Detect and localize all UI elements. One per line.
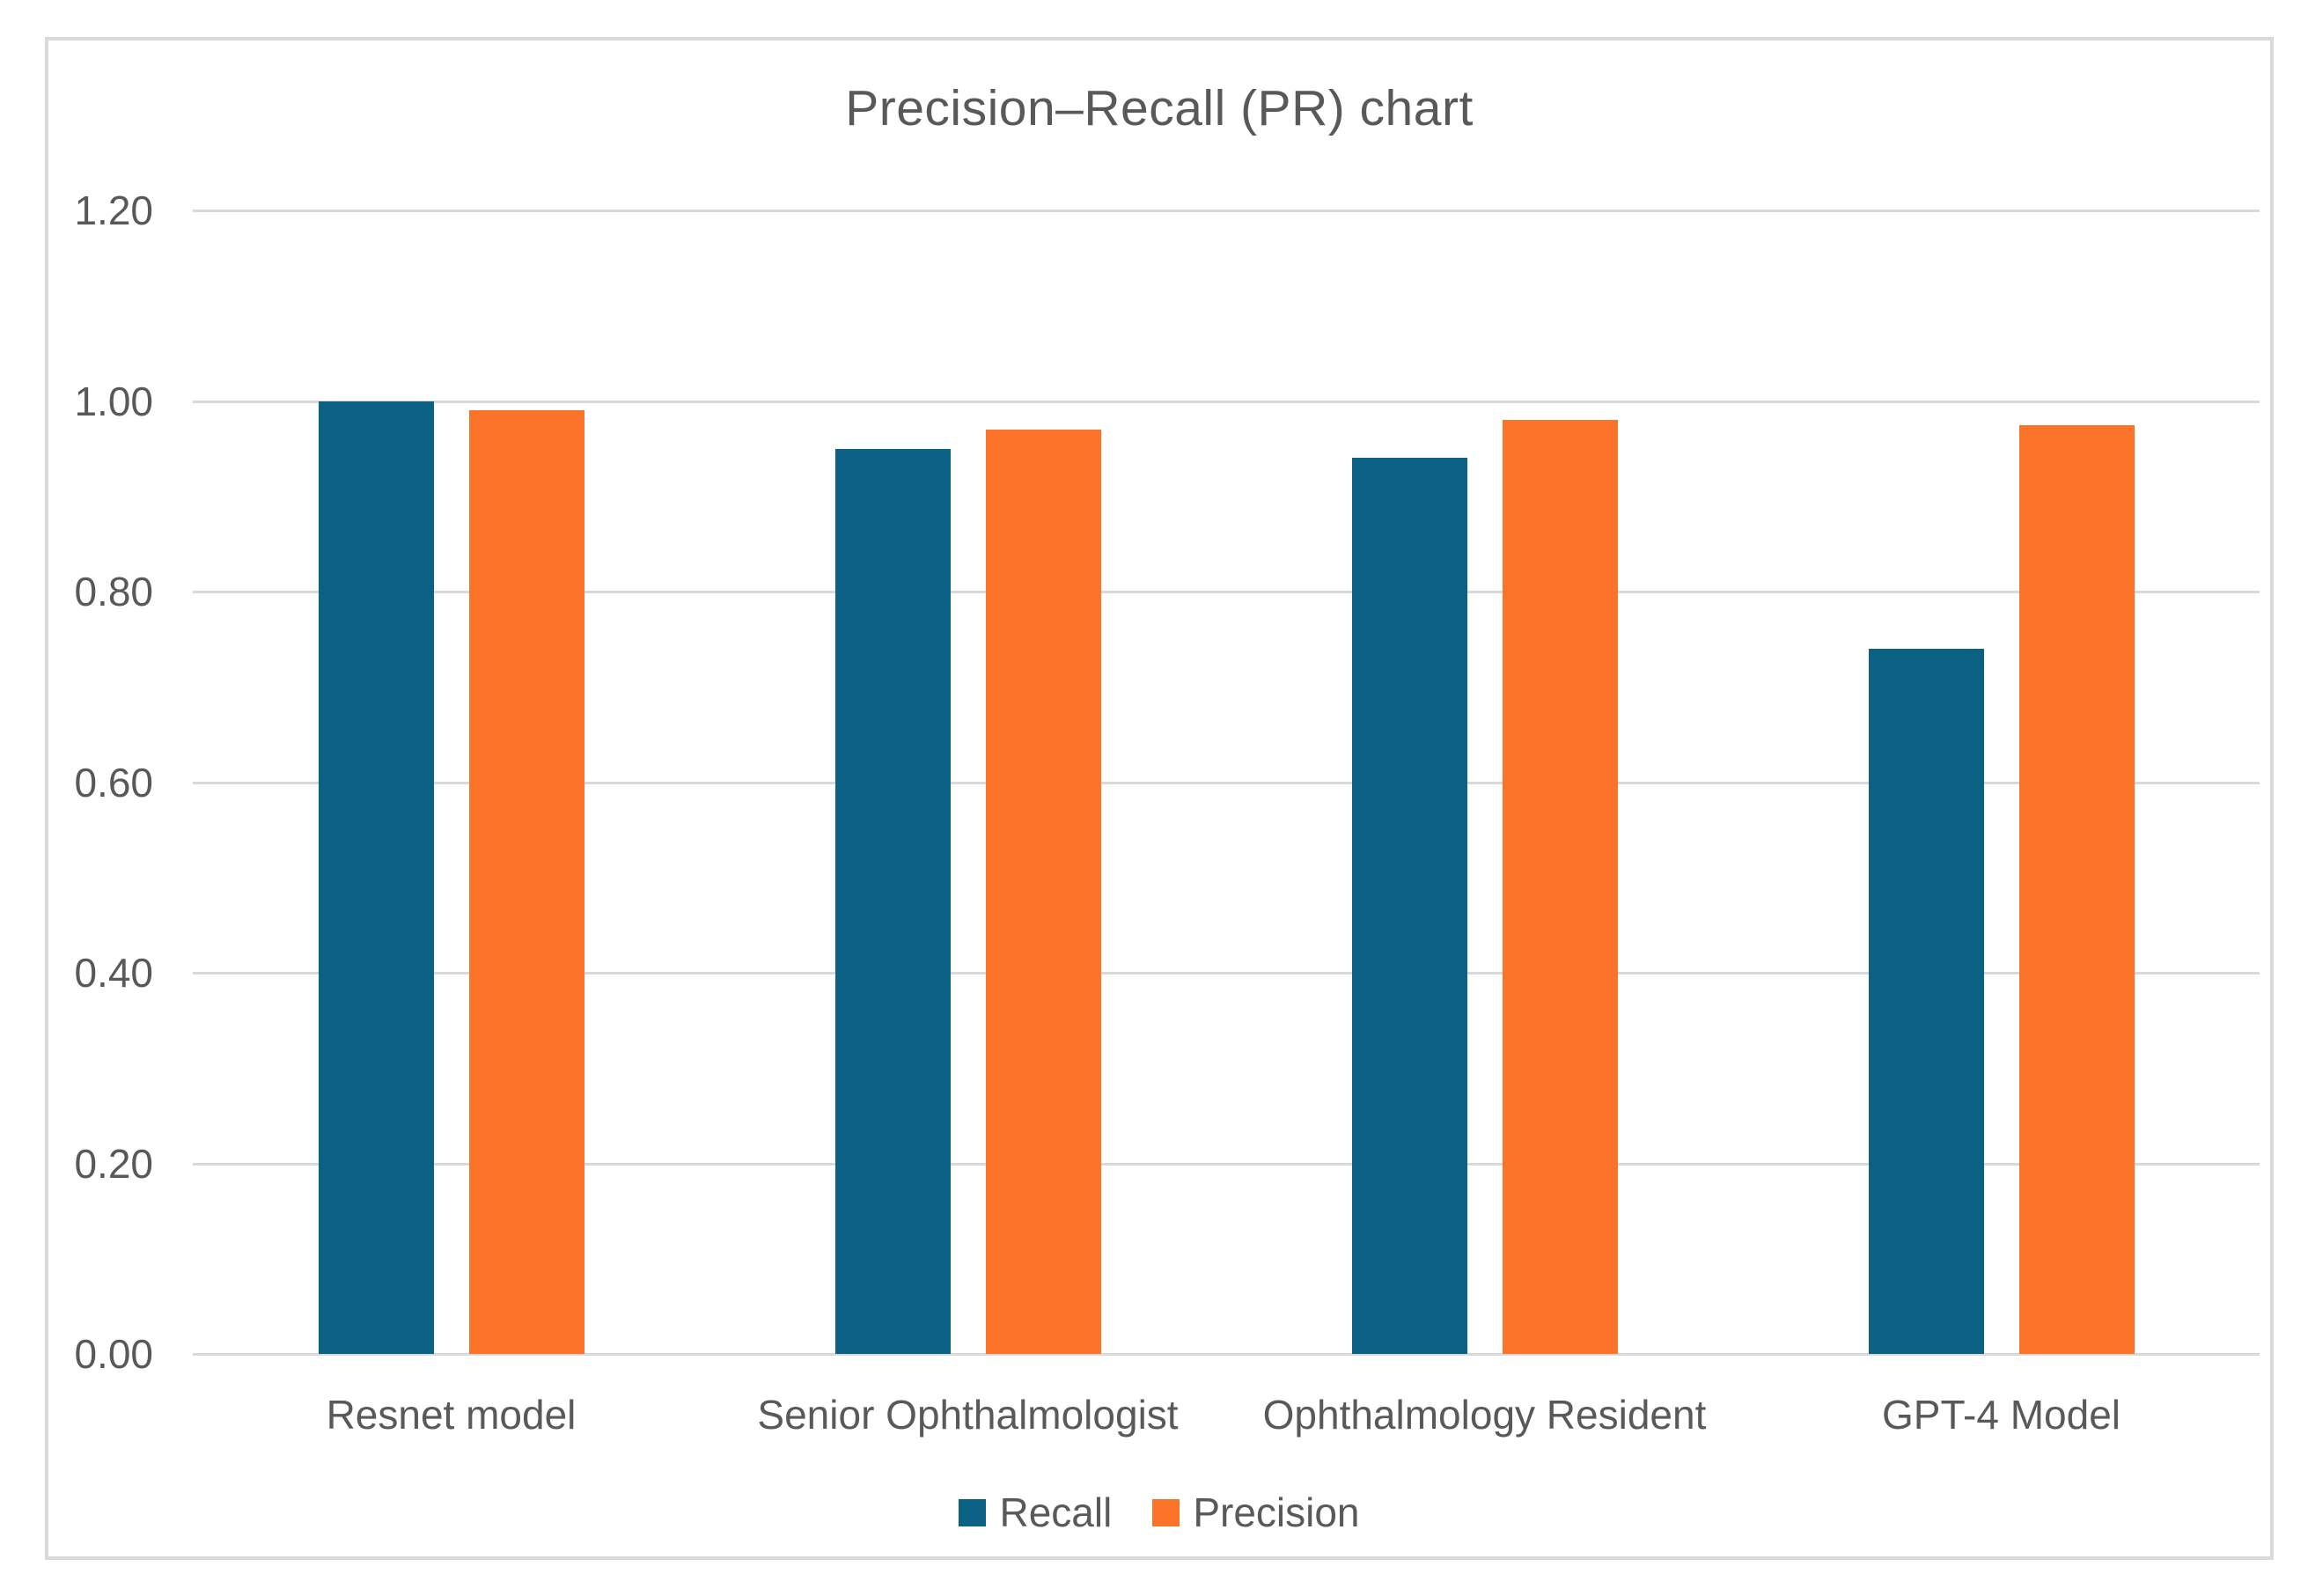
legend-swatch-recall — [959, 1498, 987, 1526]
bar-recall — [834, 448, 951, 1354]
chart-title: Precision–Recall (PR) chart — [845, 80, 1474, 136]
gridline — [193, 210, 2260, 212]
bar-group-resnet-model — [193, 210, 709, 1354]
legend: Recall Precision — [48, 1489, 2270, 1536]
legend-item-precision: Precision — [1152, 1489, 1360, 1536]
gridline — [193, 781, 2260, 784]
legend-swatch-precision — [1152, 1498, 1180, 1526]
y-tick-label: 0.40 — [74, 950, 153, 996]
y-tick-label: 0.80 — [74, 569, 153, 614]
chart-container: Precision–Recall (PR) chart 0.00 0.20 0.40… — [45, 37, 2274, 1560]
bar-group-senior-ophthalmologist — [709, 210, 1226, 1354]
bar-precision — [1502, 420, 1618, 1354]
x-axis-labels: Resnet model Senior Ophthalmologist Ophtha… — [193, 1391, 2260, 1438]
category-label: Ophthalmology Resident — [1262, 1392, 1707, 1438]
y-tick-label: 0.00 — [74, 1331, 153, 1377]
bar-precision — [468, 410, 584, 1354]
bars-layer — [193, 210, 2260, 1354]
legend-item-recall: Recall — [959, 1489, 1112, 1536]
gridline — [193, 972, 2260, 975]
category-label: Resnet model — [326, 1392, 577, 1438]
plot-area: 0.00 0.20 0.40 0.60 0.80 1.00 1.20 Resnet mode… — [74, 190, 2260, 1438]
category-label: GPT-4 Model — [1882, 1392, 2121, 1438]
bar-precision — [2018, 424, 2135, 1354]
bar-group-ophthalmology-resident — [1226, 210, 1743, 1354]
bar-precision — [985, 429, 1101, 1354]
bar-recall — [318, 401, 434, 1354]
y-tick-label: 1.00 — [74, 378, 153, 424]
bar-recall — [1351, 458, 1467, 1354]
legend-label: Recall — [999, 1489, 1113, 1535]
legend-label: Precision — [1193, 1489, 1360, 1535]
gridline — [193, 591, 2260, 593]
y-tick-label: 0.20 — [74, 1140, 153, 1187]
gridline — [193, 1353, 2260, 1356]
y-tick-label: 1.20 — [74, 188, 153, 233]
category-label: Senior Ophthalmologist — [757, 1392, 1179, 1438]
gridline — [193, 1162, 2260, 1166]
gridline — [193, 400, 2260, 403]
bar-group-gpt-4-model — [1743, 210, 2260, 1354]
y-tick-label: 0.60 — [74, 759, 153, 805]
grid-layer: 0.00 0.20 0.40 0.60 0.80 1.00 1.20 — [74, 190, 2260, 1374]
bar-recall — [1868, 648, 1984, 1354]
